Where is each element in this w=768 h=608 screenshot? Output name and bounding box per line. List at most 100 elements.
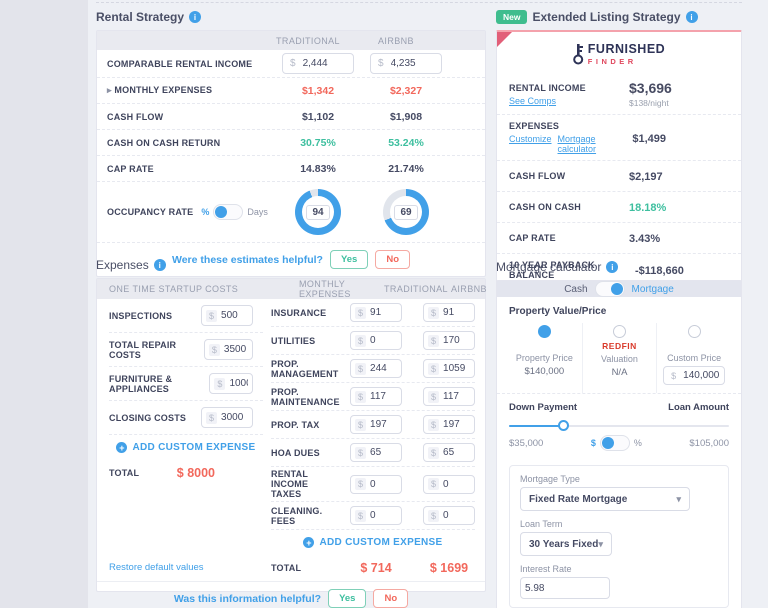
furnished-finder-logo: FURNISHED FINDER <box>497 32 741 74</box>
table-row: RENTAL INCOME TAXES $ $ <box>271 467 475 502</box>
days-label: Days <box>247 207 268 217</box>
loan-amount-value: $105,000 <box>689 437 729 449</box>
option-label: Property Price <box>515 353 573 363</box>
mortgage-options-box: Mortgage Type Fixed Rate Mortgage ▾ Loan… <box>509 465 729 608</box>
cash-mortgage-toggle[interactable] <box>594 281 625 297</box>
dollar-label[interactable]: $ <box>590 438 596 448</box>
add-icon: + <box>116 442 128 453</box>
mortgage-calculator-link[interactable]: Mortgage calculator <box>557 134 597 154</box>
cash-on-cash-traditional: 30.75% <box>300 136 336 149</box>
one-time-costs-column: INSPECTIONS $ TOTAL REPAIR COSTS $ FURNI… <box>109 299 263 581</box>
rental-income-taxes-airbnb-input[interactable]: $ <box>423 474 475 494</box>
see-comps-link[interactable]: See Comps <box>509 95 557 106</box>
info-icon[interactable]: i <box>685 11 698 23</box>
table-row: CASH FLOW $1,102 $1,908 <box>97 104 485 130</box>
insurance-airbnb-input[interactable]: $ <box>423 303 475 322</box>
prop-maintenance-traditional-input[interactable]: $ <box>350 387 402 406</box>
monthly-expenses-expander[interactable]: ▸ MONTHLY EXPENSES <box>107 85 213 95</box>
furniture-input[interactable]: $ <box>209 373 253 394</box>
cleaning-fees-traditional-input[interactable]: $ <box>350 506 402 525</box>
prop-maintenance-airbnb-input[interactable]: $ <box>423 387 475 406</box>
top-panel-divider <box>96 2 742 3</box>
dollar-prefix: $ <box>290 58 296 69</box>
rental-strategy-panel: Rental Strategy i TRADITIONAL AIRBNB COM… <box>96 10 486 277</box>
monthly-total-airbnb: $ 1699 <box>429 561 469 575</box>
inspections-input[interactable]: $ <box>201 305 253 326</box>
option-label: Custom Price <box>667 353 722 363</box>
custom-price-radio[interactable] <box>687 325 701 338</box>
property-price-radio[interactable] <box>537 325 551 338</box>
interest-rate-input[interactable] <box>520 577 610 599</box>
occupancy-donut-airbnb: 69 <box>383 189 429 235</box>
prop-management-airbnb-input[interactable]: $ <box>423 359 475 378</box>
utilities-traditional-input[interactable]: $ <box>350 331 402 350</box>
mortgage-label[interactable]: Mortgage <box>631 283 674 295</box>
row-label: CASH ON CASH <box>509 202 581 212</box>
insurance-traditional-input[interactable]: $ <box>350 303 402 322</box>
rental-strategy-title: Rental Strategy <box>96 10 185 24</box>
valuation-radio[interactable] <box>612 325 626 338</box>
cleaning-fees-airbnb-input[interactable]: $ <box>423 506 475 525</box>
occupancy-value-traditional[interactable]: 94 <box>306 204 330 220</box>
table-row: HOA DUES $ $ <box>271 439 475 467</box>
down-payment-label: Down Payment <box>509 402 578 413</box>
rental-income-airbnb-input[interactable]: $ <box>370 53 442 74</box>
property-price-value: $140,000 <box>524 366 565 377</box>
occupancy-value-airbnb[interactable]: 69 <box>394 204 418 220</box>
row-label: RENTAL INCOME <box>509 82 586 93</box>
hoa-dues-traditional-input[interactable]: $ <box>350 443 402 462</box>
closing-costs-input[interactable]: $ <box>201 407 253 428</box>
info-icon[interactable]: i <box>189 11 202 23</box>
down-payment-amount: $35,000 <box>509 437 544 449</box>
expand-arrow-icon: ▸ <box>107 85 112 95</box>
add-custom-expense-button[interactable]: + ADD CUSTOM EXPENSE <box>271 530 475 555</box>
expenses-value: $1,499 <box>632 132 666 145</box>
loan-term-select[interactable]: 30 Years Fixed ▾ <box>520 532 612 556</box>
info-icon[interactable]: i <box>606 261 619 273</box>
no-button[interactable]: No <box>375 250 410 269</box>
header-one-time: ONE TIME STARTUP COSTS <box>109 284 239 294</box>
cash-flow-traditional: $1,102 <box>301 110 335 123</box>
rental-income-traditional-input[interactable]: $ <box>282 53 354 74</box>
prop-tax-traditional-input[interactable]: $ <box>350 415 402 434</box>
table-row: INSURANCE $ $ <box>271 299 475 327</box>
prop-management-traditional-input[interactable]: $ <box>350 359 402 378</box>
occupancy-unit-toggle[interactable] <box>213 204 244 220</box>
corner-fold <box>497 32 512 47</box>
yes-button[interactable]: Yes <box>328 589 367 608</box>
row-label: EXPENSES <box>509 121 560 131</box>
custom-price-option: Custom Price $ <box>656 323 731 393</box>
restore-defaults-link[interactable]: Restore default values <box>109 562 204 573</box>
mortgage-calculator-panel: Mortgage calculator i Cash Mortgage Prop… <box>496 260 742 608</box>
slider-handle[interactable] <box>558 420 569 431</box>
mortgage-type-select[interactable]: Fixed Rate Mortgage ▾ <box>520 487 690 511</box>
table-row: COMPARABLE RENTAL INCOME $ $ <box>97 50 485 78</box>
customize-link[interactable]: Customize <box>509 134 552 144</box>
monthly-expenses-traditional: $1,342 <box>301 84 335 97</box>
table-row: UTILITIES $ $ <box>271 327 475 355</box>
mortgage-card: Cash Mortgage Property Value/Price Prope… <box>496 280 742 608</box>
table-row: TOTAL REPAIR COSTS $ <box>109 333 263 367</box>
table-row: PROP. MANAGEMENT $ $ <box>271 355 475 383</box>
add-icon: + <box>303 537 315 548</box>
cash-label[interactable]: Cash <box>564 283 588 295</box>
caret-down-icon: ▾ <box>676 493 681 504</box>
cap-rate-airbnb: 21.74% <box>388 162 424 175</box>
rental-income-taxes-traditional-input[interactable]: $ <box>350 474 402 494</box>
custom-price-input[interactable]: $ <box>663 366 726 385</box>
repair-costs-input[interactable]: $ <box>203 339 253 360</box>
yes-button[interactable]: Yes <box>329 250 369 269</box>
down-payment-slider[interactable] <box>509 419 729 433</box>
no-button[interactable]: No <box>373 589 409 608</box>
percent-label[interactable]: % <box>633 438 642 448</box>
cash-on-cash-value: 18.18% <box>629 202 667 214</box>
row-label: CAP RATE <box>509 233 556 243</box>
row-label: COMPARABLE RENTAL INCOME <box>107 58 253 69</box>
prop-tax-airbnb-input[interactable]: $ <box>423 415 475 434</box>
dollar-percent-toggle[interactable] <box>599 435 630 451</box>
loan-term-label: Loan Term <box>520 519 563 529</box>
info-icon[interactable]: i <box>153 259 166 271</box>
utilities-airbnb-input[interactable]: $ <box>423 331 475 350</box>
add-custom-expense-button[interactable]: + ADD CUSTOM EXPENSE <box>109 435 263 460</box>
hoa-dues-airbnb-input[interactable]: $ <box>423 443 475 462</box>
